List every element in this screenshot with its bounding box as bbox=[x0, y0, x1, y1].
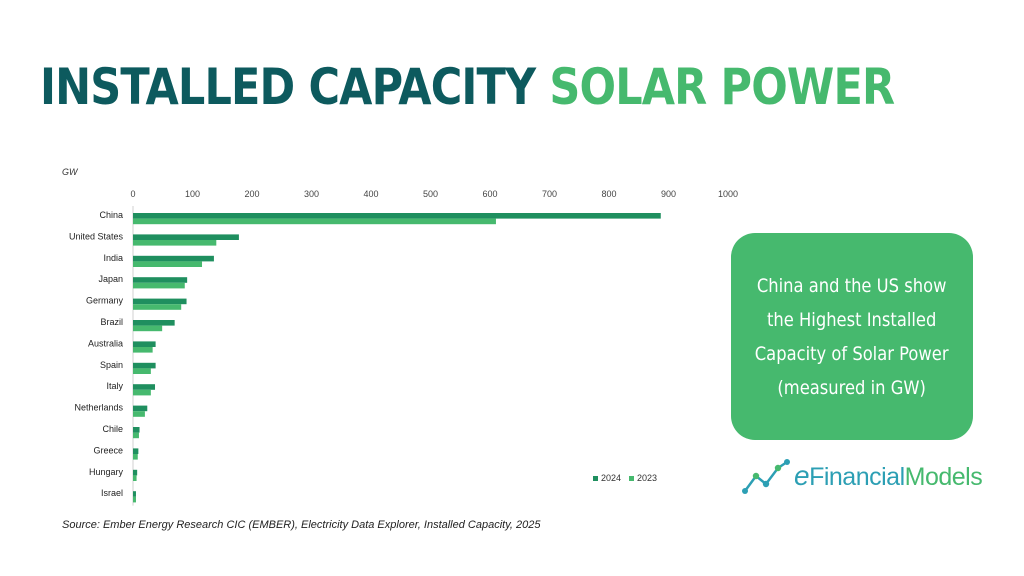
chart-legend: 2024 2023 bbox=[593, 473, 657, 483]
title-part-1: INSTALLED CAPACITY bbox=[40, 58, 536, 116]
bar-2023 bbox=[133, 475, 137, 481]
legend-label-2024: 2024 bbox=[601, 473, 622, 483]
legend-item-2023: 2023 bbox=[629, 473, 657, 483]
bar-2023 bbox=[133, 496, 136, 503]
logo-financial: Financial bbox=[809, 463, 905, 491]
category-label: Hungary bbox=[89, 467, 124, 477]
bar-2024 bbox=[133, 469, 138, 476]
bar-2024 bbox=[133, 405, 148, 412]
legend-label-2023: 2023 bbox=[637, 473, 658, 483]
category-label: India bbox=[103, 253, 123, 263]
bar-2024 bbox=[133, 277, 188, 283]
category-label: China bbox=[99, 210, 123, 220]
x-tick-label: 900 bbox=[661, 189, 676, 199]
bar-2023 bbox=[133, 347, 153, 353]
x-tick-label: 700 bbox=[542, 189, 557, 199]
category-label: Australia bbox=[88, 338, 123, 348]
category-label: Israel bbox=[101, 488, 123, 498]
category-label: Japan bbox=[98, 274, 123, 284]
legend-swatch-2024 bbox=[593, 475, 598, 481]
bar-2024 bbox=[133, 255, 214, 262]
x-tick-label: 300 bbox=[304, 189, 319, 199]
title-part-2: SOLAR POWER bbox=[549, 58, 895, 116]
category-label: Chile bbox=[102, 424, 123, 434]
bar-2023 bbox=[133, 240, 217, 246]
category-label: Spain bbox=[100, 360, 123, 370]
bar-chart: 0 100 200 300 400 500 600 700 800 900 1000 China Uni… bbox=[69, 189, 738, 506]
bar-2024 bbox=[133, 298, 187, 305]
axis-unit-label: GW bbox=[62, 167, 78, 177]
x-tick-label: 1000 bbox=[718, 189, 738, 199]
callout-line: China and the US show bbox=[757, 274, 947, 297]
bar-2024 bbox=[133, 384, 156, 390]
chart-line-icon bbox=[742, 459, 790, 494]
bar-2024 bbox=[133, 341, 156, 347]
x-tick-label: 100 bbox=[185, 189, 200, 199]
x-tick-label: 600 bbox=[482, 189, 497, 199]
category-label: Greece bbox=[93, 445, 123, 455]
callout-line: the Highest Installed bbox=[767, 308, 937, 331]
category-label: United States bbox=[69, 231, 124, 241]
bar-2024 bbox=[133, 491, 136, 497]
bar-2023 bbox=[133, 389, 151, 396]
bar-2023 bbox=[133, 368, 151, 374]
category-label: Italy bbox=[106, 381, 123, 391]
bar-2024 bbox=[133, 320, 175, 326]
bar-2024 bbox=[133, 448, 139, 454]
bar-2024 bbox=[133, 234, 239, 240]
logo-wordmark: eFinancialModels bbox=[794, 460, 983, 492]
bar-2023 bbox=[133, 454, 138, 460]
bar-2023 bbox=[133, 432, 139, 439]
logo-e: e bbox=[794, 460, 810, 491]
source-note: Source: Ember Energy Research CIC (EMBER… bbox=[62, 519, 541, 531]
x-tick-label: 500 bbox=[423, 189, 438, 199]
callout-box: China and the US show the Highest Instal… bbox=[731, 233, 973, 440]
bar-2023 bbox=[133, 304, 182, 310]
category-label: Netherlands bbox=[74, 403, 123, 413]
bar-2023 bbox=[133, 261, 203, 267]
category-label: Brazil bbox=[100, 317, 123, 327]
bar-2023 bbox=[133, 325, 163, 332]
bar-2024 bbox=[133, 362, 156, 369]
bar-2024 bbox=[133, 213, 661, 219]
bar-2023 bbox=[133, 218, 496, 225]
legend-item-2024: 2024 bbox=[593, 473, 621, 483]
x-tick-label: 200 bbox=[244, 189, 259, 199]
callout-line: (measured in GW) bbox=[777, 376, 927, 399]
callout-line: Capacity of Solar Power bbox=[755, 342, 949, 365]
x-tick-label: 800 bbox=[601, 189, 616, 199]
legend-swatch-2023 bbox=[629, 475, 635, 481]
logo-models: Models bbox=[904, 463, 983, 491]
bar-2023 bbox=[133, 282, 185, 289]
category-label: Germany bbox=[86, 296, 124, 306]
x-tick-label: 0 bbox=[130, 189, 135, 199]
page-title: INSTALLED CAPACITY SOLAR POWER bbox=[40, 62, 895, 112]
efinancialmodels-logo: eFinancialModels bbox=[742, 456, 983, 496]
bar-2024 bbox=[133, 427, 140, 433]
x-tick-label: 400 bbox=[363, 189, 378, 199]
bar-2023 bbox=[133, 411, 145, 417]
callout-text: China and the US show the Highest Instal… bbox=[755, 269, 949, 405]
